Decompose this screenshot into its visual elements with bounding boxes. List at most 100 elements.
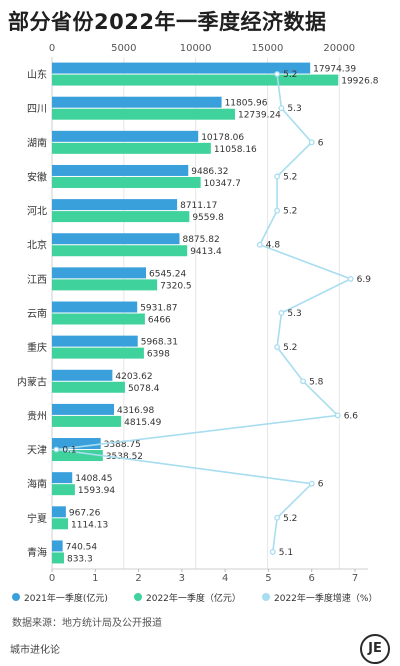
bar-2021-value-label: 1408.45 <box>75 474 112 484</box>
growth-rate-value-label: 0.1 <box>62 446 76 456</box>
category-label: 四川 <box>27 104 47 115</box>
x-bottom-tick-label: 4 <box>222 573 228 584</box>
growth-rate-value-label: 6.6 <box>344 411 359 421</box>
category-label: 山东 <box>27 68 47 81</box>
brand-logo: JE <box>360 634 390 664</box>
bar-2022 <box>52 415 122 427</box>
bar-2022-value-label: 6398 <box>147 350 170 360</box>
legend-label: 2022年一季度增速（%） <box>274 592 377 604</box>
growth-rate-point <box>300 378 307 385</box>
growth-rate-point <box>274 71 281 78</box>
bar-2022-value-label: 7320.5 <box>160 281 192 291</box>
growth-rate-value-label: 5.3 <box>287 104 301 114</box>
bar-2021 <box>52 164 189 176</box>
bar-2021 <box>52 233 180 245</box>
category-label: 云南 <box>27 307 47 320</box>
bar-2022-value-label: 833.3 <box>67 554 93 564</box>
bar-2021 <box>52 506 66 518</box>
bar-2021 <box>52 472 73 484</box>
bar-2021 <box>52 301 138 313</box>
bar-2022 <box>52 381 125 393</box>
bar-2022 <box>52 245 188 257</box>
bar-2021-value-label: 5931.87 <box>140 304 177 314</box>
growth-rate-value-label: 5.3 <box>287 309 301 319</box>
growth-rate-point <box>278 310 285 316</box>
growth-rate-value-label: 6 <box>318 138 324 148</box>
bar-2021 <box>52 540 63 552</box>
legend-label: 2022年一季度（亿元） <box>146 592 241 604</box>
brand-name: 城市进化论 <box>10 645 60 656</box>
growth-rate-value-label: 5.2 <box>283 70 297 80</box>
growth-rate-point <box>308 139 315 146</box>
bar-2021 <box>52 199 178 211</box>
x-top-tick-label: 20000 <box>323 43 355 54</box>
category-label: 天津 <box>27 445 47 457</box>
data-source-note: 数据来源：地方统计局及公开报道 <box>12 618 162 629</box>
chart-title: 部分省份2022年一季度经济数据 <box>8 10 327 34</box>
bar-2022-value-label: 9413.4 <box>190 247 222 257</box>
x-top-tick-label: 10000 <box>180 43 212 54</box>
bar-2021 <box>52 62 311 74</box>
bar-2021-value-label: 10178.06 <box>201 133 244 143</box>
bar-2022-value-label: 10347.7 <box>204 179 241 189</box>
bar-2021-value-label: 17974.39 <box>313 65 356 75</box>
bar-2022 <box>52 74 339 86</box>
bar-2021-value-label: 3388.75 <box>104 440 141 450</box>
bar-2022 <box>52 211 190 223</box>
growth-rate-value-label: 5.2 <box>283 514 297 524</box>
bar-2021 <box>52 438 101 450</box>
bar-2022-value-label: 6466 <box>148 316 171 326</box>
bar-2021-value-label: 6545.24 <box>149 269 186 279</box>
category-label: 湖南 <box>27 136 47 149</box>
bar-2022-value-label: 1114.13 <box>71 520 108 530</box>
bar-2022 <box>52 518 69 530</box>
legend-marker <box>262 593 270 601</box>
bar-2021-value-label: 4316.98 <box>117 406 154 416</box>
category-label: 贵州 <box>27 409 47 422</box>
growth-rate-value-label: 5.1 <box>279 548 293 558</box>
bar-2021 <box>52 335 138 347</box>
growth-rate-point <box>269 548 276 555</box>
bar-2021-value-label: 4203.62 <box>115 372 152 382</box>
growth-rate-point <box>278 105 285 112</box>
bar-2021-value-label: 740.54 <box>66 542 98 552</box>
bar-2021-value-label: 5968.31 <box>141 338 178 348</box>
growth-rate-value-label: 4.8 <box>266 241 281 251</box>
bar-2021 <box>52 267 147 279</box>
bar-2021 <box>52 130 199 142</box>
bar-2022-value-label: 5078.4 <box>128 384 160 394</box>
growth-rate-point <box>274 207 281 214</box>
bar-2022-value-label: 4815.49 <box>124 418 161 428</box>
bar-2022-value-label: 9559.8 <box>192 213 224 223</box>
x-top-tick-label: 0 <box>49 43 55 54</box>
category-label: 青海 <box>27 546 47 559</box>
bar-2021 <box>52 403 115 415</box>
x-bottom-tick-label: 2 <box>135 573 141 584</box>
growth-rate-value-label: 6.9 <box>357 275 372 285</box>
growth-rate-point <box>308 480 315 487</box>
category-label: 宁夏 <box>27 512 47 525</box>
bar-2022 <box>52 142 211 154</box>
category-label: 内蒙古 <box>17 375 47 388</box>
category-label: 河北 <box>27 206 47 218</box>
legend-marker <box>12 593 20 601</box>
bar-2022-value-label: 19926.8 <box>341 77 378 87</box>
bar-2022 <box>52 450 103 462</box>
bar-2022-value-label: 1593.94 <box>78 486 115 496</box>
x-bottom-tick-label: 1 <box>92 573 98 584</box>
bar-2022-value-label: 3538.52 <box>106 452 143 462</box>
bar-2021-value-label: 967.26 <box>69 508 101 518</box>
x-bottom-tick-label: 0 <box>49 573 55 584</box>
growth-rate-value-label: 5.2 <box>283 343 297 353</box>
growth-rate-point <box>53 446 60 453</box>
bar-2022 <box>52 279 158 291</box>
legend-label: 2021年一季度(亿元) <box>24 592 108 604</box>
category-label: 北京 <box>27 239 47 252</box>
growth-rate-value-label: 5.2 <box>283 207 297 217</box>
bar-2022 <box>52 347 144 359</box>
legend-marker <box>134 593 142 601</box>
bar-2021-value-label: 8711.17 <box>180 201 217 211</box>
growth-rate-value-label: 5.8 <box>309 377 324 387</box>
bar-2022 <box>52 313 145 325</box>
growth-rate-point <box>274 514 281 521</box>
